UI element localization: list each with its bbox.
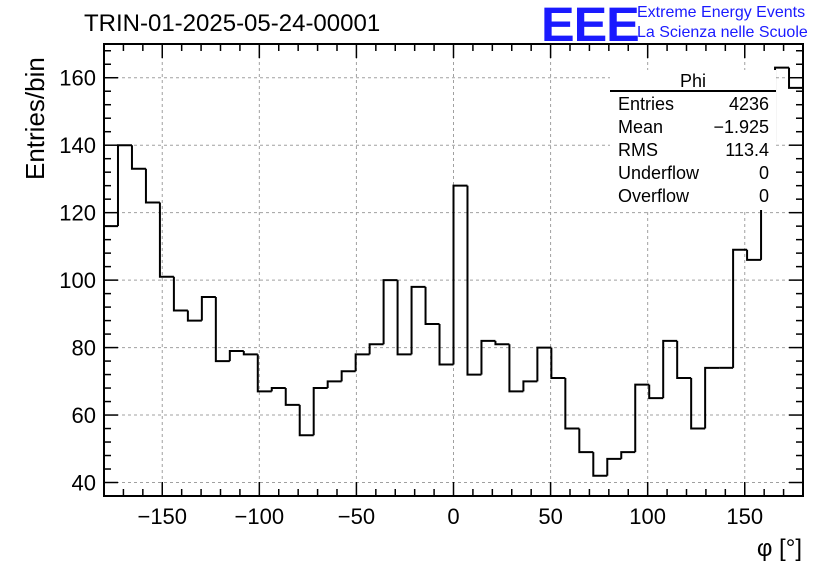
histogram-bin [452,184,468,365]
histogram-bin [312,387,328,436]
histogram-bins [103,66,803,496]
histogram-bin [340,370,356,382]
histogram-bin [578,428,594,454]
histogram-bin [774,66,790,142]
histogram-bin [116,144,132,227]
y-tick-label: 160 [59,66,96,91]
histogram-bin [242,350,258,356]
tick-labels: −150 −100 −50 0 50 100 150 40 60 80 100 120 140 160 [59,66,763,529]
x-tick-label: −150 [137,504,187,529]
histogram-bin [606,457,622,476]
histogram-bin [298,404,314,437]
x-tick-label: −50 [338,504,375,529]
y-tick-label: 80 [72,336,96,361]
x-tick-label: 50 [538,504,562,529]
histogram-bin [368,343,384,355]
chart-title: TRIN-01-2025-05-24-00001 [84,10,381,37]
stats-box-title: Phi [680,71,706,91]
stats-label: Mean [618,117,663,137]
eee-subtitle-line1: Extreme Energy Events [637,4,806,21]
histogram-bin [788,67,803,89]
stats-value: 113.4 [725,140,769,160]
stats-label: Underflow [618,163,700,183]
x-tick-label: 100 [629,504,666,529]
histogram-bin [172,276,188,312]
y-tick-label: 100 [59,268,96,293]
histogram-bin [592,452,608,477]
stats-value: 0 [759,163,769,183]
histogram-bin [564,377,580,430]
histogram-bin [662,339,678,399]
histogram-bin [704,366,720,429]
histogram-bin [396,280,412,356]
axis-ticks [103,44,804,496]
histogram-bin [438,323,454,366]
histogram-bin [746,249,762,261]
histogram-bin [410,285,426,355]
histogram-bin [228,349,244,362]
histogram-bin [690,377,706,430]
histogram-bin [522,380,538,392]
histogram-bin [186,310,202,322]
histogram-bin [648,384,664,400]
stats-value: 0 [759,186,769,206]
histogram-bin [200,295,216,321]
x-tick-label: −100 [235,504,285,529]
x-axis-label: φ [°] [756,535,802,562]
histogram-bin [354,353,370,372]
stats-value: −1.925 [713,117,769,137]
x-tick-label: 150 [726,504,763,529]
histogram-bin [382,279,398,345]
histogram-bin [508,344,524,393]
histogram-bin [424,286,440,325]
stats-label: RMS [618,140,658,160]
histogram-bin [494,340,510,346]
histogram-bin [284,388,300,406]
histogram-bin [256,354,272,393]
stats-box: Phi Entries 4236 Mean −1.925 RMS 113.4 Underflo… [610,70,776,210]
x-tick-label: 0 [447,504,459,529]
y-tick-label: 40 [72,471,96,496]
histogram-bin [158,202,174,278]
stats-box-background [610,70,776,210]
histogram-bin [550,347,566,379]
y-axis-label: Entries/bin [20,57,50,180]
y-tick-label: 140 [59,133,96,158]
histogram-bin [144,168,160,204]
y-tick-label: 60 [72,403,96,428]
histogram-bin [480,339,496,375]
histogram-bin [326,380,342,389]
histogram-bin [620,451,636,459]
eee-subtitle-line2: La Scienza nelle Scuole [637,24,808,41]
y-tick-label: 120 [59,201,96,226]
histogram-bin [130,145,146,170]
histogram-bin [676,340,692,379]
histogram-bin [466,185,482,376]
stats-label: Overflow [618,186,690,206]
histogram-bin [214,296,230,363]
histogram-bin [732,248,748,368]
histogram-bin [536,346,552,382]
eee-logo: EEE [541,0,640,52]
stats-value: 4236 [729,94,769,114]
histogram-bin [634,383,650,453]
stats-label: Entries [618,94,674,114]
histogram-bin [270,387,286,392]
